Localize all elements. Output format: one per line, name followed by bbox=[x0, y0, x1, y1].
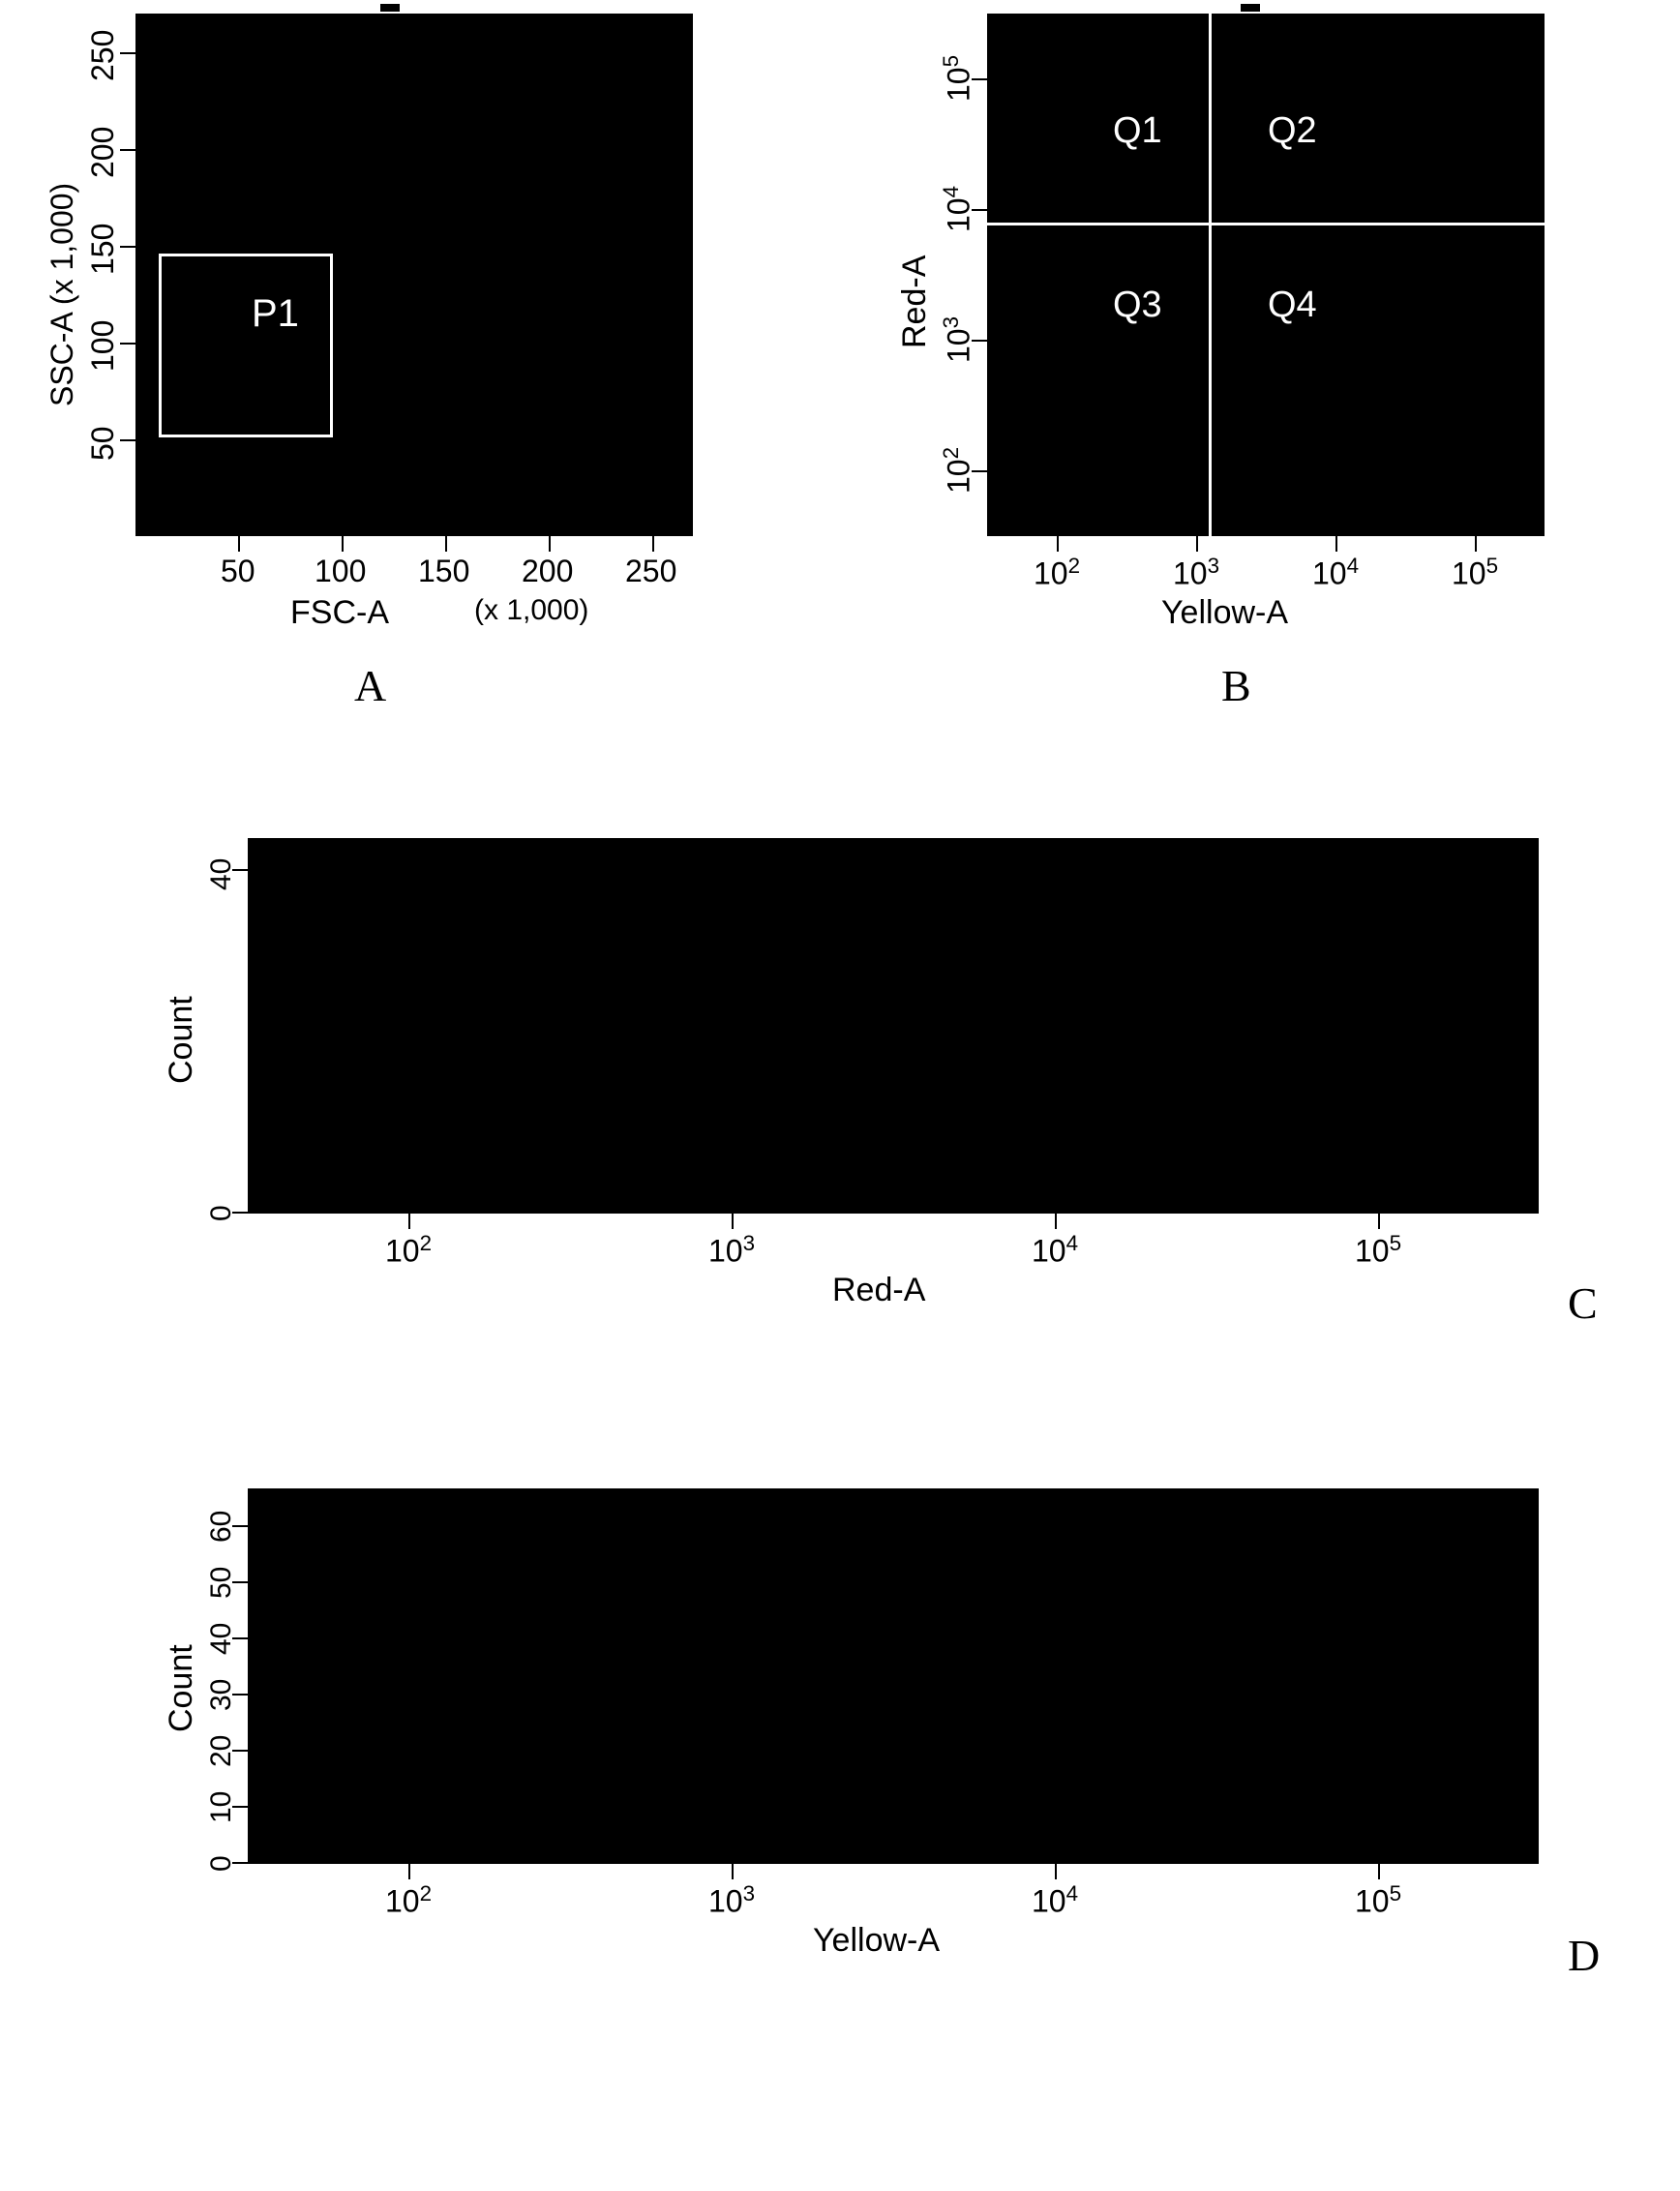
quadrant-vline bbox=[1209, 14, 1212, 536]
panel-a-x-scale-note: (x 1,000) bbox=[474, 594, 588, 627]
panel-c-x-tick-label: 102 bbox=[385, 1231, 432, 1270]
panel-c-x-axis-label: Red-A bbox=[832, 1272, 925, 1309]
panel-a-top-marker bbox=[380, 4, 400, 12]
figure-page: P1 50 100 150 200 250 FSC-A (x 1,000) 50… bbox=[0, 0, 1680, 2191]
panel-b-y-tick-label: 103 bbox=[939, 316, 977, 363]
panel-a-x-tick bbox=[445, 536, 447, 552]
panel-d-x-tick bbox=[1378, 1864, 1380, 1879]
panel-b-y-tick-label: 102 bbox=[939, 447, 977, 494]
panel-d-y-tick-label: 60 bbox=[205, 1511, 238, 1543]
panel-a-x-tick-label: 100 bbox=[315, 554, 366, 589]
panel-a-x-tick-label: 200 bbox=[522, 554, 573, 589]
panel-c-x-tick-label: 103 bbox=[708, 1231, 755, 1270]
panel-b-x-tick-label: 103 bbox=[1173, 554, 1219, 592]
panel-b-top-marker bbox=[1241, 4, 1260, 12]
panel-b-x-tick bbox=[1475, 536, 1477, 552]
panel-d-x-tick-label: 103 bbox=[708, 1881, 755, 1920]
panel-c-x-tick bbox=[732, 1214, 734, 1229]
panel-b-plot-area: Q1 Q2 Q3 Q4 bbox=[987, 14, 1545, 536]
gate-p1-label: P1 bbox=[252, 292, 299, 336]
panel-d-y-tick-label: 10 bbox=[205, 1791, 238, 1823]
panel-d-letter: D bbox=[1568, 1930, 1600, 1981]
panel-d-y-tick-label: 30 bbox=[205, 1679, 238, 1711]
panel-d-y-axis-label: Count bbox=[163, 1644, 200, 1732]
panel-a-x-tick bbox=[342, 536, 344, 552]
panel-c-x-tick bbox=[1055, 1214, 1057, 1229]
quadrant-q2-label: Q2 bbox=[1268, 110, 1317, 152]
panel-d-x-tick-label: 105 bbox=[1355, 1881, 1401, 1920]
panel-b-y-tick-label: 104 bbox=[939, 186, 977, 232]
panel-b-x-tick bbox=[1196, 536, 1198, 552]
panel-a-x-axis-label: FSC-A bbox=[290, 594, 389, 632]
panel-a-x-tick-label: 50 bbox=[221, 554, 255, 589]
panel-d-x-tick bbox=[1055, 1864, 1057, 1879]
panel-d-x-tick-label: 104 bbox=[1032, 1881, 1078, 1920]
quadrant-q4-label: Q4 bbox=[1268, 285, 1317, 326]
panel-b-x-tick-label: 102 bbox=[1034, 554, 1080, 592]
panel-a-y-tick-label: 100 bbox=[85, 320, 121, 372]
panel-b-x-tick bbox=[1335, 536, 1337, 552]
panel-d-plot-area bbox=[248, 1488, 1539, 1864]
panel-c-plot-area bbox=[248, 838, 1539, 1214]
panel-a-y-tick bbox=[120, 149, 135, 151]
panel-b-x-axis-label: Yellow-A bbox=[1161, 594, 1288, 632]
panel-c-x-tick-label: 105 bbox=[1355, 1231, 1401, 1270]
panel-b-y-tick-label: 105 bbox=[939, 55, 977, 102]
panel-c-y-tick-label: 0 bbox=[205, 1205, 238, 1221]
panel-a-y-tick bbox=[120, 343, 135, 345]
panel-d-y-tick-label: 0 bbox=[205, 1855, 238, 1872]
panel-c-x-tick bbox=[1378, 1214, 1380, 1229]
panel-a-plot-area: P1 bbox=[135, 14, 693, 536]
panel-a-x-tick-label: 250 bbox=[625, 554, 676, 589]
panel-d-x-tick bbox=[408, 1864, 410, 1879]
panel-a-x-tick-label: 150 bbox=[418, 554, 469, 589]
panel-a-y-tick bbox=[120, 439, 135, 441]
panel-a-x-tick bbox=[549, 536, 551, 552]
panel-d-x-tick bbox=[732, 1864, 734, 1879]
panel-a-y-tick-label: 250 bbox=[85, 30, 121, 81]
panel-a-letter: A bbox=[354, 660, 386, 711]
panel-c-y-tick-label: 40 bbox=[205, 858, 238, 890]
quadrant-q3-label: Q3 bbox=[1113, 285, 1162, 326]
panel-a-y-tick-label: 200 bbox=[85, 127, 121, 178]
panel-a-x-tick bbox=[652, 536, 654, 552]
panel-d-x-axis-label: Yellow-A bbox=[813, 1922, 940, 1960]
panel-c-letter: C bbox=[1568, 1277, 1598, 1329]
panel-a-y-tick bbox=[120, 246, 135, 248]
panel-d-y-tick-label: 50 bbox=[205, 1567, 238, 1599]
panel-a-y-tick-label: 50 bbox=[85, 426, 121, 461]
panel-b-x-tick bbox=[1057, 536, 1059, 552]
quadrant-hline bbox=[987, 223, 1545, 225]
panel-b-y-axis-label: Red-A bbox=[896, 255, 934, 348]
panel-a-y-tick-label: 150 bbox=[85, 224, 121, 275]
panel-d-y-tick-label: 40 bbox=[205, 1623, 238, 1655]
gate-p1-rect bbox=[159, 254, 333, 437]
panel-a-y-tick bbox=[120, 52, 135, 54]
panel-c-x-tick-label: 104 bbox=[1032, 1231, 1078, 1270]
panel-d-y-tick-label: 20 bbox=[205, 1735, 238, 1767]
panel-a-x-tick bbox=[238, 536, 240, 552]
quadrant-q1-label: Q1 bbox=[1113, 110, 1162, 152]
panel-b-x-tick-label: 104 bbox=[1312, 554, 1359, 592]
panel-a-y-axis-label: SSC-A (x 1,000) bbox=[45, 183, 80, 406]
panel-d-x-tick-label: 102 bbox=[385, 1881, 432, 1920]
panel-c-x-tick bbox=[408, 1214, 410, 1229]
panel-b-x-tick-label: 105 bbox=[1452, 554, 1498, 592]
panel-c-y-axis-label: Count bbox=[163, 996, 200, 1084]
panel-b-letter: B bbox=[1221, 660, 1251, 711]
